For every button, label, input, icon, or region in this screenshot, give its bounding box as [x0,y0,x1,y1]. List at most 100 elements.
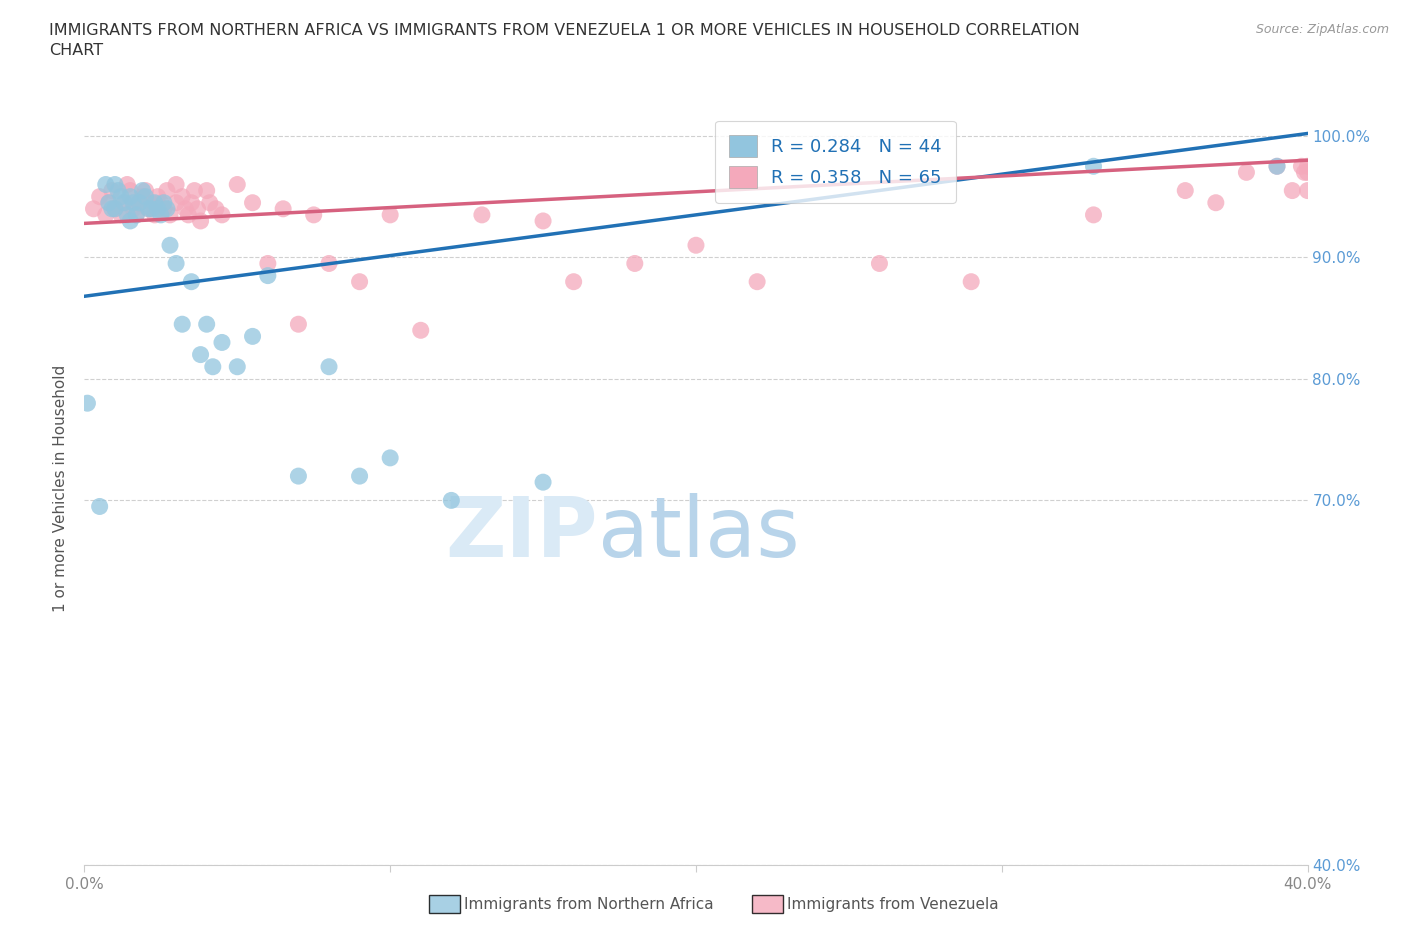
Point [1296,159,1319,174]
Legend: R = 0.284   N = 44, R = 0.358   N = 65: R = 0.284 N = 44, R = 0.358 N = 65 [716,121,956,203]
Text: ZIP: ZIP [446,493,598,574]
Point [1296,165,1319,179]
Point [685,238,707,253]
Point [76,396,98,411]
Point [94,207,117,222]
Point [624,256,647,271]
Point [138,202,160,217]
Point [83,202,105,217]
Point [110,189,132,204]
Text: IMMIGRANTS FROM NORTHERN AFRICA VS IMMIGRANTS FROM VENEZUELA 1 OR MORE VEHICLES : IMMIGRANTS FROM NORTHERN AFRICA VS IMMIG… [49,23,1080,58]
Point [287,469,309,484]
Point [531,474,554,489]
Point [131,189,153,204]
Point [1291,159,1313,174]
Point [190,347,212,362]
Point [101,202,124,217]
Point [1281,183,1303,198]
Point [120,214,142,229]
Point [1236,165,1258,179]
Point [226,359,249,374]
Point [97,195,120,210]
Point [120,189,142,204]
Point [287,317,309,332]
Point [318,359,340,374]
Y-axis label: 1 or more Vehicles in Household: 1 or more Vehicles in Household [53,365,69,612]
Point [146,202,169,217]
Point [186,202,208,217]
Point [1294,165,1316,179]
Point [174,202,197,217]
Point [531,214,554,229]
Point [135,189,157,204]
Text: atlas: atlas [598,493,800,574]
Point [153,195,176,210]
Point [318,256,340,271]
Point [141,202,163,217]
Point [409,323,432,338]
Point [89,189,111,204]
Point [141,195,163,210]
Point [180,195,202,210]
Point [471,207,494,222]
Point [177,207,200,222]
Point [190,214,212,229]
Point [1265,159,1288,174]
Text: Source: ZipAtlas.com: Source: ZipAtlas.com [1256,23,1389,36]
Point [115,177,138,192]
Point [89,499,111,514]
Point [172,317,194,332]
Point [128,195,150,210]
Point [1296,183,1319,198]
Point [183,183,205,198]
Point [104,202,127,217]
Point [195,317,218,332]
Point [380,450,402,465]
Point [156,183,179,198]
Point [349,469,371,484]
Point [242,329,264,344]
Point [122,195,145,210]
Point [107,183,129,198]
Point [172,189,194,204]
Point [242,195,264,210]
Point [135,183,157,198]
Point [195,183,218,198]
Point [143,207,166,222]
Point [125,207,148,222]
Point [104,202,127,217]
Point [960,274,983,289]
Point [257,256,280,271]
Point [440,493,463,508]
Point [562,274,585,289]
Point [1174,183,1197,198]
Point [120,183,142,198]
Point [205,202,228,217]
Point [226,177,249,192]
Point [165,177,187,192]
Point [159,238,181,253]
Point [115,207,138,222]
Point [104,177,127,192]
Point [97,195,120,210]
Point [271,202,294,217]
Point [201,359,224,374]
Point [1083,207,1105,222]
Point [302,207,325,222]
Point [153,202,176,217]
Point [165,256,187,271]
Point [143,195,166,210]
Point [180,274,202,289]
Point [110,207,132,222]
Text: Immigrants from Venezuela: Immigrants from Venezuela [787,897,1000,912]
Point [122,202,145,217]
Point [138,202,160,217]
Point [112,195,135,210]
Point [869,256,891,271]
Point [1205,195,1227,210]
Point [211,335,233,350]
Point [1083,159,1105,174]
Point [112,195,135,210]
Point [149,195,172,210]
Point [149,207,172,222]
